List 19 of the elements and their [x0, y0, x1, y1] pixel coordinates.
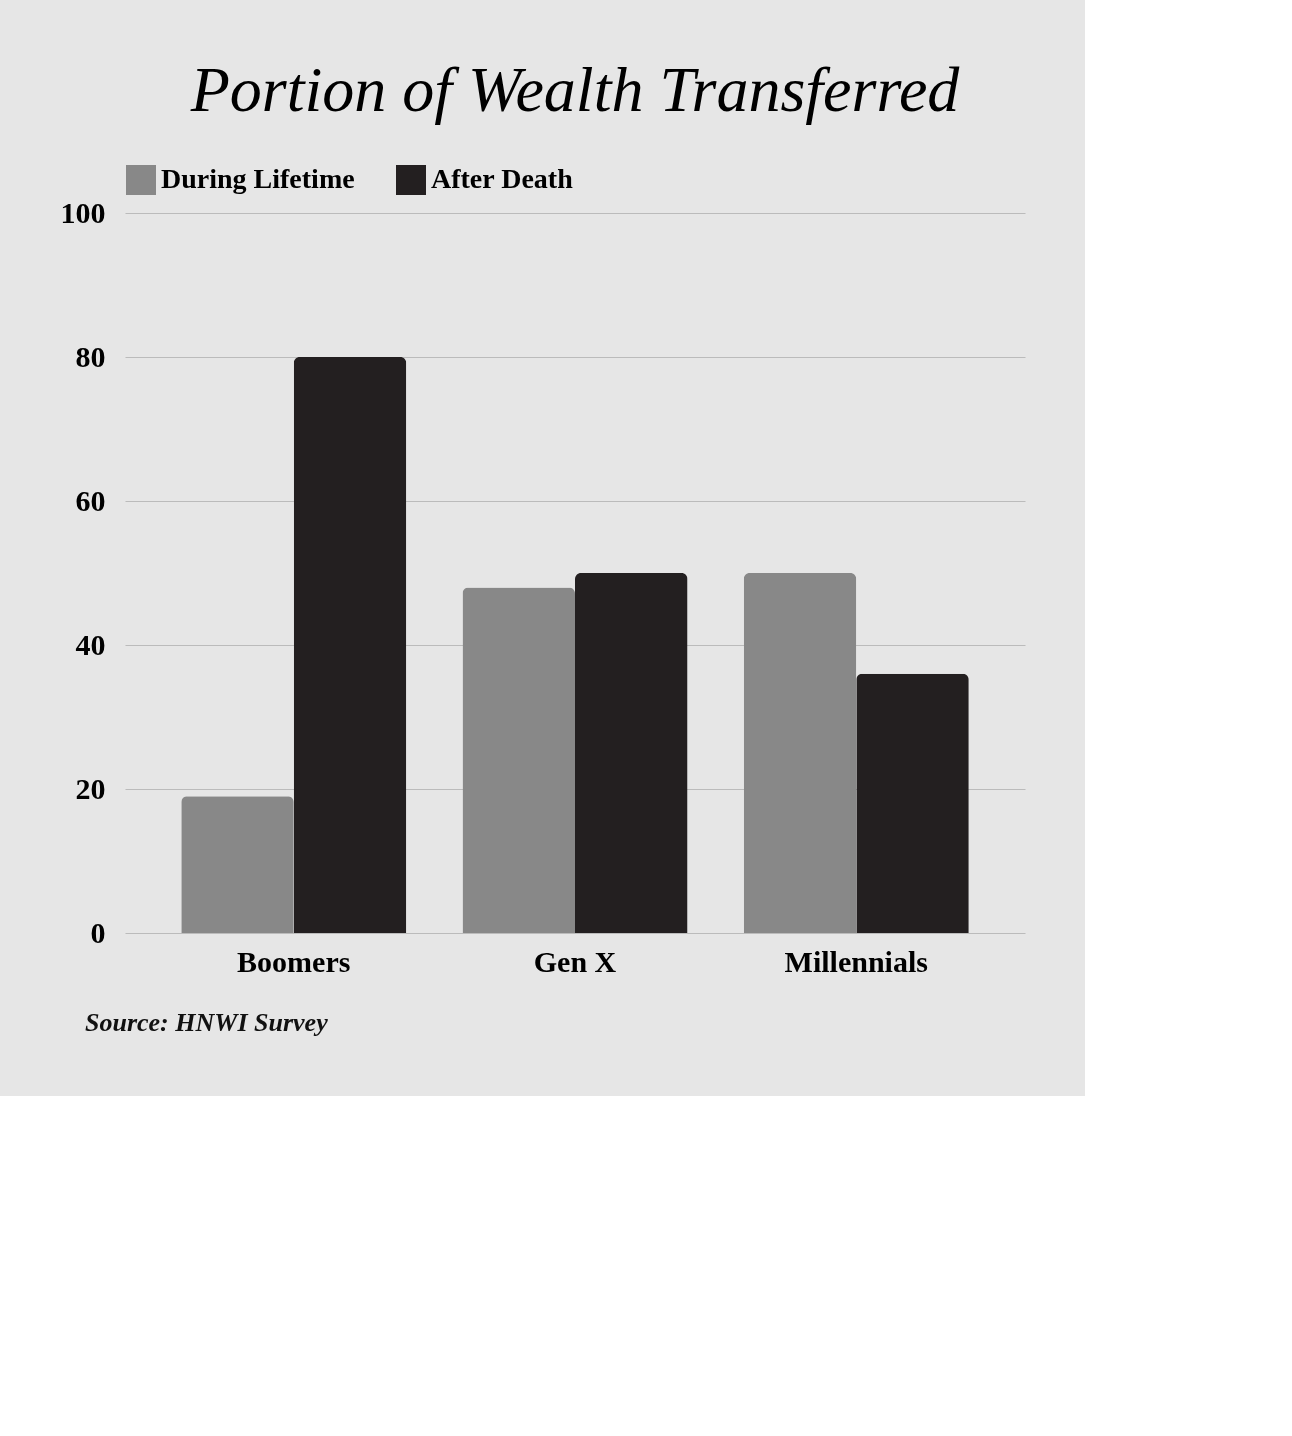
bar: [856, 673, 969, 933]
bar: [181, 796, 294, 933]
x-tick-label: Boomers: [237, 944, 351, 978]
chart-title: Portion of Wealth Transferred: [189, 54, 961, 125]
x-tick-label: Gen X: [533, 944, 617, 978]
source-note: Source: HNWI Survey: [85, 1008, 329, 1037]
y-tick-label: 80: [75, 339, 106, 373]
bar: [293, 357, 407, 933]
y-tick-label: 0: [90, 915, 106, 949]
legend-label: After Death: [431, 163, 574, 194]
bar: [462, 587, 575, 933]
y-tick-label: 40: [75, 627, 106, 661]
y-tick-label: 100: [60, 195, 106, 229]
bar: [575, 573, 688, 933]
legend-label: During Lifetime: [161, 163, 355, 194]
y-tick-label: 60: [75, 483, 106, 517]
x-tick-label: Millennials: [784, 944, 928, 978]
bar: [743, 573, 857, 933]
y-tick-label: 20: [75, 771, 106, 805]
